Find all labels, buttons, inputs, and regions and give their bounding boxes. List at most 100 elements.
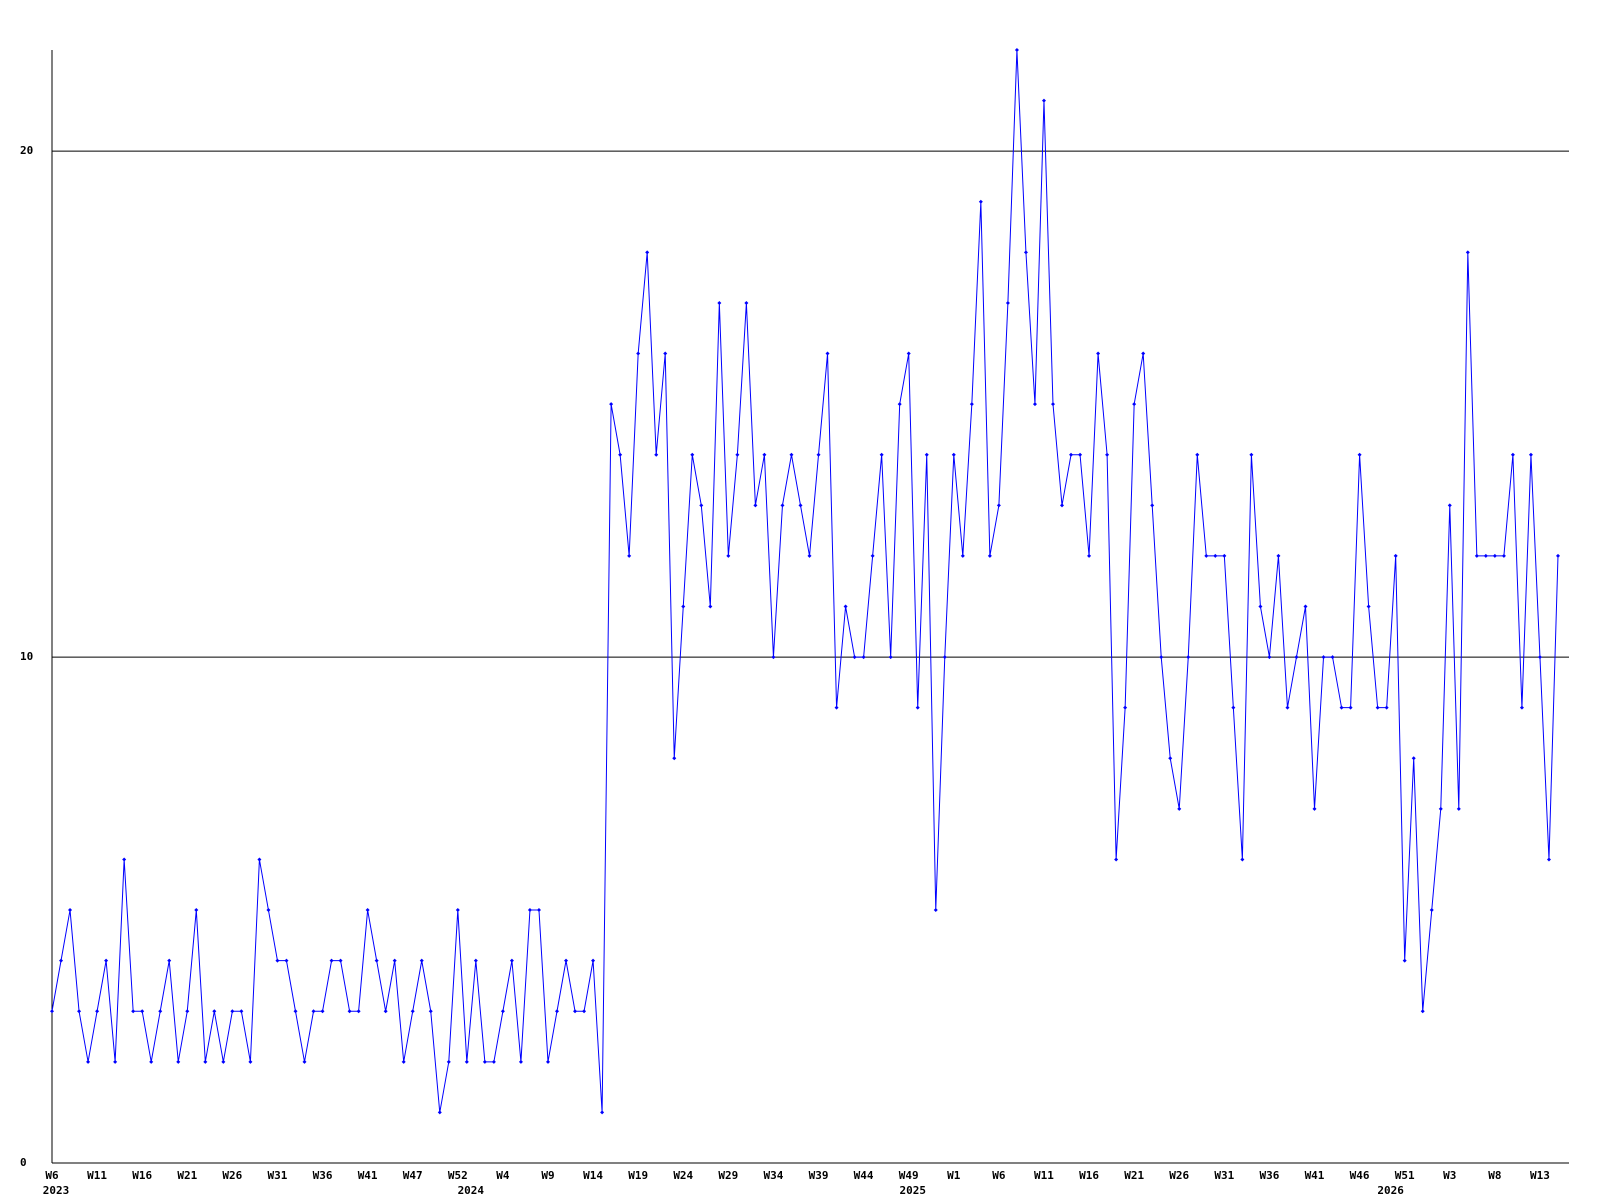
data-point (509, 958, 514, 963)
data-point (527, 908, 532, 913)
data-point (545, 1059, 550, 1064)
data-point (518, 1059, 523, 1064)
data-point (1276, 553, 1281, 558)
data-point (924, 452, 929, 457)
data-point (1384, 705, 1389, 710)
data-point (1096, 351, 1101, 356)
data-point (428, 1009, 433, 1014)
x-tick-label: W47 (403, 1169, 423, 1182)
data-point (275, 958, 280, 963)
data-point (996, 503, 1001, 508)
data-point (221, 1059, 226, 1064)
data-point (780, 503, 785, 508)
data-point (789, 452, 794, 457)
data-point (1087, 553, 1092, 558)
data-point (1330, 655, 1335, 660)
data-point (654, 452, 659, 457)
data-point (1285, 705, 1290, 710)
data-point (879, 452, 884, 457)
data-point (951, 452, 956, 457)
data-point (1078, 452, 1083, 457)
year-label: 2026 (1377, 1184, 1404, 1197)
data-point (663, 351, 668, 356)
data-point (1366, 604, 1371, 609)
data-point (1114, 857, 1119, 862)
data-point (915, 705, 920, 710)
year-label: 2024 (458, 1184, 485, 1197)
data-point (1420, 1009, 1425, 1014)
data-point (852, 655, 857, 660)
data-point (1312, 806, 1317, 811)
data-point (816, 452, 821, 457)
x-tick-label: W11 (1034, 1169, 1054, 1182)
data-point (564, 958, 569, 963)
data-point (1014, 48, 1019, 52)
x-tick-label: W51 (1395, 1169, 1415, 1182)
data-point (104, 958, 109, 963)
x-tick-label: W36 (1259, 1169, 1279, 1182)
x-tick-label: W4 (496, 1169, 510, 1182)
data-point (311, 1009, 316, 1014)
data-point (266, 908, 271, 913)
data-point (446, 1059, 451, 1064)
data-point (717, 300, 722, 305)
data-point (609, 402, 614, 407)
data-point (771, 655, 776, 660)
x-tick-label: W39 (809, 1169, 829, 1182)
x-tick-label: W6 (45, 1169, 59, 1182)
x-tick-label: W11 (87, 1169, 107, 1182)
data-point (410, 1009, 415, 1014)
data-point (248, 1059, 253, 1064)
data-point (906, 351, 911, 356)
data-point (167, 958, 172, 963)
y-tick-label: 20 (20, 144, 33, 157)
data-point (455, 908, 460, 913)
x-tick-label: W21 (177, 1169, 197, 1182)
x-tick-label: W8 (1488, 1169, 1501, 1182)
data-point (482, 1059, 487, 1064)
data-point (969, 402, 974, 407)
data-point (1411, 756, 1416, 761)
data-point (320, 1009, 325, 1014)
data-point (699, 503, 704, 508)
data-point (1213, 553, 1218, 558)
x-tick-label: W9 (541, 1169, 554, 1182)
data-point (1321, 655, 1326, 660)
data-point (1519, 705, 1524, 710)
data-point (230, 1009, 235, 1014)
data-point (1456, 806, 1461, 811)
data-point (573, 1009, 578, 1014)
x-tick-label: W14 (583, 1169, 603, 1182)
data-point (302, 1059, 307, 1064)
data-point (95, 1009, 100, 1014)
data-point (437, 1110, 442, 1115)
data-point (365, 908, 370, 913)
data-point (1375, 705, 1380, 710)
data-point (1267, 655, 1272, 660)
data-point (870, 553, 875, 558)
data-point (1050, 402, 1055, 407)
data-point (338, 958, 343, 963)
data-point (1402, 958, 1407, 963)
x-tick-label: W36 (313, 1169, 333, 1182)
x-tick-label: W13 (1530, 1169, 1550, 1182)
data-point (978, 199, 983, 204)
data-point (798, 503, 803, 508)
data-point (464, 1059, 469, 1064)
data-point (1429, 908, 1434, 913)
x-tick-label: W46 (1350, 1169, 1370, 1182)
data-point (59, 958, 64, 963)
data-point (1041, 98, 1046, 103)
data-point (149, 1059, 154, 1064)
data-point (1240, 857, 1245, 862)
data-point (681, 604, 686, 609)
data-point (825, 351, 830, 356)
data-point (1492, 553, 1497, 558)
data-point (1294, 655, 1299, 660)
x-tick-label: W24 (673, 1169, 693, 1182)
data-point (1032, 402, 1037, 407)
data-point (1105, 452, 1110, 457)
data-point (50, 1009, 54, 1014)
data-point (1357, 452, 1362, 457)
